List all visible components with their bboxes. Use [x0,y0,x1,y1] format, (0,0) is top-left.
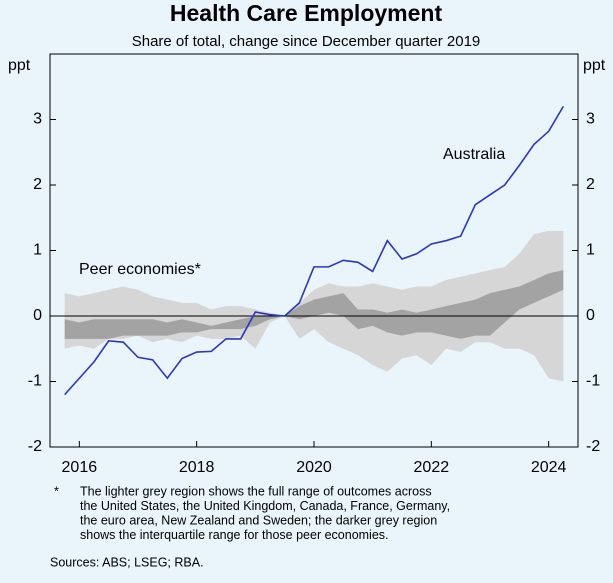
series-line [64,105,565,396]
y-tick-label: 3 [33,111,42,128]
x-tick-label: 2018 [179,459,215,476]
footnote-line: The lighter grey region shows the full r… [80,484,432,498]
peer-band [64,270,564,339]
footnote-marker: * [54,484,59,498]
x-tick-label: 2022 [414,459,450,476]
y-tick-label-right: -2 [586,438,600,455]
chart-subtitle: Share of total, change since December qu… [132,33,481,50]
y-tick-label-right: -1 [586,373,600,390]
y-tick-label: 2 [33,176,42,193]
y-tick-label: -2 [28,438,42,455]
footnote-line: the euro area, New Zealand and Sweden; t… [80,513,437,527]
plot-border [49,53,579,448]
y-tick-label-right: 2 [586,176,595,193]
y-unit-left: ppt [8,57,31,74]
y-tick-label: 1 [33,242,42,259]
sources: Sources: ABS; LSEG; RBA. [50,555,204,569]
y-tick-label-right: 3 [586,111,595,128]
footnote-line: the United States, the United Kingdom, C… [80,499,450,513]
series-label: Australia [443,146,505,163]
plot-area [50,54,578,447]
y-tick-label-right: 1 [586,242,595,259]
x-tick-label: 2024 [531,459,567,476]
x-tick-label: 2016 [62,459,98,476]
peer-label: Peer economies* [79,261,201,278]
x-tick-label: 2020 [296,459,332,476]
y-tick-label: -1 [28,373,42,390]
footnote-line: shows the interquartile range for those … [80,528,389,542]
y-tick-label-right: 0 [586,307,595,324]
y-unit-right: ppt [583,57,606,74]
chart-title: Health Care Employment [170,0,443,26]
y-tick-label: 0 [33,307,42,324]
